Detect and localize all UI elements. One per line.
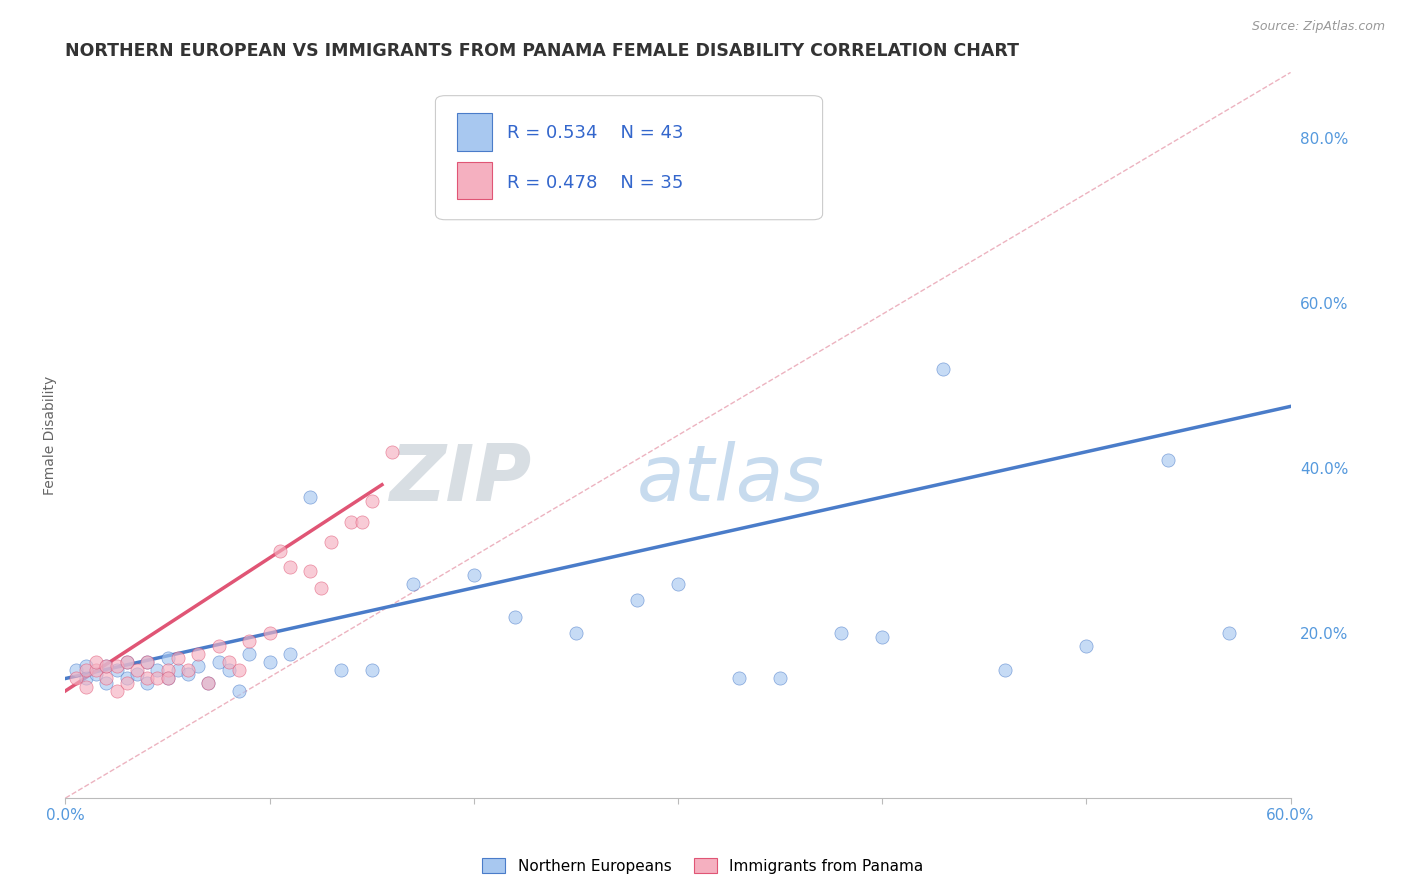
Text: Source: ZipAtlas.com: Source: ZipAtlas.com [1251, 20, 1385, 33]
Point [870, 630, 893, 644]
Point [259, 626, 281, 640]
Point [75, 672, 97, 686]
Point [1076, 639, 1098, 653]
Point [218, 663, 240, 677]
Point [156, 651, 179, 665]
Bar [457, 113, 492, 151]
Point [932, 362, 955, 376]
Point [105, 663, 128, 677]
Point [136, 655, 159, 669]
Point [96, 675, 118, 690]
Point [187, 659, 209, 673]
Point [166, 651, 188, 665]
Point [156, 672, 179, 686]
Point [319, 535, 342, 549]
Point [269, 543, 291, 558]
Point [115, 655, 138, 669]
Point [330, 663, 353, 677]
Point [84, 667, 107, 681]
Point [156, 663, 179, 677]
Point [360, 663, 382, 677]
Point [360, 494, 382, 508]
Point [228, 684, 250, 698]
Point [125, 663, 148, 677]
FancyBboxPatch shape [436, 95, 823, 219]
Bar [457, 161, 492, 200]
Point [350, 515, 373, 529]
Text: atlas: atlas [637, 441, 825, 516]
Text: ZIP: ZIP [388, 441, 531, 516]
Point [187, 647, 209, 661]
Point [340, 515, 363, 529]
Point [65, 672, 87, 686]
Point [115, 655, 138, 669]
Text: R = 0.478    N = 35: R = 0.478 N = 35 [506, 174, 683, 192]
Point [666, 576, 689, 591]
Point [146, 672, 169, 686]
Point [197, 675, 219, 690]
Point [626, 593, 648, 607]
Point [96, 672, 118, 686]
Text: NORTHERN EUROPEAN VS IMMIGRANTS FROM PANAMA FEMALE DISABILITY CORRELATION CHART: NORTHERN EUROPEAN VS IMMIGRANTS FROM PAN… [66, 42, 1019, 60]
Point [381, 444, 404, 458]
Y-axis label: Female Disability: Female Disability [44, 376, 58, 495]
Point [259, 655, 281, 669]
Point [207, 639, 229, 653]
Point [75, 659, 97, 673]
Point [96, 659, 118, 673]
Point [278, 560, 301, 574]
Point [218, 655, 240, 669]
Point [728, 672, 751, 686]
Point [136, 655, 159, 669]
Point [146, 663, 169, 677]
Point [299, 490, 322, 504]
Point [166, 663, 188, 677]
Point [65, 663, 87, 677]
Point [125, 667, 148, 681]
Point [115, 675, 138, 690]
Point [84, 663, 107, 677]
Point [994, 663, 1017, 677]
Point [309, 581, 332, 595]
Point [207, 655, 229, 669]
Text: R = 0.534    N = 43: R = 0.534 N = 43 [506, 124, 683, 143]
Point [278, 647, 301, 661]
Point [115, 672, 138, 686]
Point [565, 626, 588, 640]
Point [197, 675, 219, 690]
Point [177, 667, 200, 681]
Point [238, 647, 260, 661]
Point [1218, 626, 1240, 640]
Point [75, 680, 97, 694]
Point [75, 663, 97, 677]
Point [177, 663, 200, 677]
Point [156, 672, 179, 686]
Point [769, 672, 792, 686]
Point [463, 568, 485, 582]
Point [238, 634, 260, 648]
Point [136, 675, 159, 690]
Point [830, 626, 852, 640]
Legend: Northern Europeans, Immigrants from Panama: Northern Europeans, Immigrants from Pana… [477, 852, 929, 880]
Point [503, 609, 526, 624]
Point [228, 663, 250, 677]
Point [136, 672, 159, 686]
Point [1157, 453, 1180, 467]
Point [96, 659, 118, 673]
Point [84, 655, 107, 669]
Point [401, 576, 423, 591]
Point [105, 659, 128, 673]
Point [299, 564, 322, 578]
Point [105, 684, 128, 698]
